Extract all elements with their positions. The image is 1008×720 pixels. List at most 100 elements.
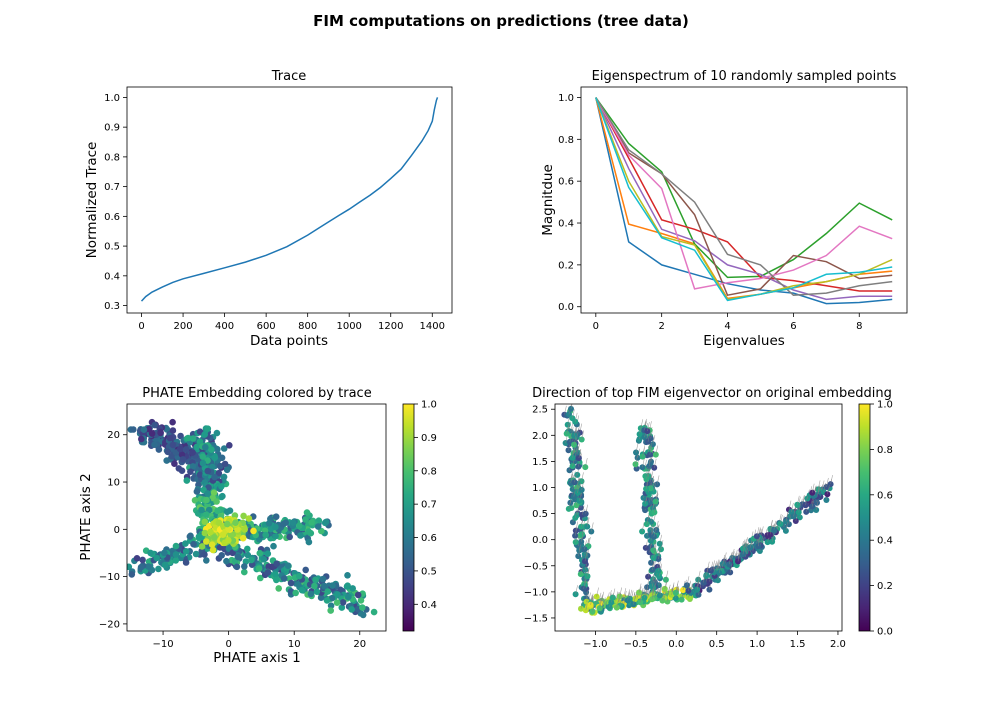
x-tick-label: 0.5 — [709, 639, 725, 650]
y-tick-label: −20 — [99, 619, 120, 630]
direction-arrow — [651, 586, 655, 596]
direction-arrow — [798, 503, 801, 513]
scatter-point — [145, 425, 153, 433]
y-tick-label: 0.8 — [104, 152, 120, 163]
y-tick-label: 0.6 — [558, 177, 574, 188]
scatter-point — [168, 452, 175, 460]
colorbar — [858, 403, 871, 632]
direction-arrow — [742, 545, 746, 555]
direction-arrow — [830, 475, 833, 485]
scatter-point — [239, 534, 247, 542]
direction-arrow — [826, 477, 829, 488]
direction-arrow — [665, 570, 669, 580]
x-tick-label: 6 — [790, 321, 796, 332]
direction-arrow — [653, 527, 657, 537]
direction-arrow — [564, 405, 567, 415]
direction-arrow — [816, 487, 820, 497]
colorbar-tick-label: 0.9 — [421, 433, 437, 444]
direction-arrow — [619, 596, 623, 606]
scatter-point — [208, 446, 215, 453]
direction-arrow — [788, 515, 792, 525]
scatter-point — [248, 556, 255, 564]
direction-arrow — [652, 560, 655, 570]
direction-arrow — [639, 425, 642, 435]
scatter-point — [272, 571, 279, 578]
direction-arrow — [573, 426, 577, 436]
scatter-point — [265, 520, 273, 527]
fim-direction-panel: Direction of top FIM eigenvector on orig… — [524, 386, 893, 650]
scatter-point — [169, 427, 177, 434]
y-tick-label: 10 — [107, 478, 120, 489]
scatter-point — [241, 563, 248, 570]
direction-arrow — [567, 423, 570, 433]
direction-arrow — [769, 525, 773, 535]
direction-arrow — [635, 455, 638, 465]
scatter-point — [313, 588, 321, 595]
scatter-point — [189, 449, 196, 456]
scatter-point — [191, 497, 199, 504]
direction-arrow — [821, 480, 825, 490]
scatter-point — [155, 565, 162, 573]
scatter-point — [273, 576, 280, 584]
scatter-point — [223, 557, 230, 565]
direction-arrow — [574, 473, 577, 483]
scatter-point — [370, 608, 378, 616]
y-tick-label: 1.0 — [558, 93, 574, 104]
direction-arrow — [574, 526, 578, 536]
scatter-point — [357, 597, 365, 604]
direction-arrow — [592, 602, 595, 612]
scatter-point — [338, 604, 346, 611]
direction-arrow — [575, 521, 579, 531]
colorbar — [402, 403, 415, 632]
direction-arrow — [654, 503, 657, 513]
direction-arrow — [598, 592, 602, 602]
scatter-point — [241, 568, 248, 576]
direction-arrow — [572, 448, 575, 458]
direction-arrow — [578, 547, 581, 557]
x-tick-label: 0.0 — [668, 639, 684, 650]
direction-arrow — [653, 482, 656, 492]
y-tick-label: 20 — [107, 430, 120, 441]
direction-arrow — [575, 585, 578, 595]
trace-line — [140, 97, 439, 302]
scatter-point — [329, 582, 336, 589]
eigen-series-line — [595, 97, 893, 292]
eigen-series-line — [595, 97, 893, 301]
scatter-point — [161, 561, 169, 569]
scatter-point — [209, 463, 216, 471]
eigen-series-line — [595, 97, 893, 279]
y-tick-label: 0.9 — [104, 123, 120, 134]
direction-arrow — [773, 520, 777, 530]
direction-arrow — [600, 594, 603, 604]
direction-arrow — [586, 592, 589, 602]
y-tick-label: 0.5 — [104, 242, 120, 253]
direction-arrow — [577, 443, 580, 453]
scatter-point — [198, 543, 206, 550]
scatter-point — [169, 441, 177, 449]
scatter-point — [179, 456, 187, 463]
scatter-point — [221, 460, 229, 468]
direction-arrow — [655, 492, 658, 502]
scatter-point — [211, 534, 218, 541]
direction-arrow — [659, 586, 663, 596]
direction-arrow — [651, 577, 655, 587]
direction-arrow — [584, 552, 588, 562]
colorbar-tick-label: 0.8 — [877, 445, 893, 456]
scatter-point — [208, 541, 216, 548]
scatter-point — [192, 550, 200, 558]
scatter-point — [223, 520, 231, 528]
direction-arrow — [574, 447, 578, 457]
x-tick-label: 1000 — [336, 321, 361, 332]
x-tick-label: 0 — [225, 639, 231, 650]
scatter-point — [169, 418, 176, 426]
scatter-point — [153, 554, 160, 562]
direction-arrow — [709, 572, 712, 582]
scatter-point — [307, 590, 315, 598]
axes-frame — [126, 403, 387, 632]
scatter-point — [296, 522, 303, 529]
scatter-point — [187, 468, 194, 476]
direction-arrow — [575, 434, 578, 444]
scatter-point — [296, 572, 303, 580]
y-tick-label: 0.3 — [104, 301, 120, 312]
direction-arrow — [575, 508, 578, 518]
